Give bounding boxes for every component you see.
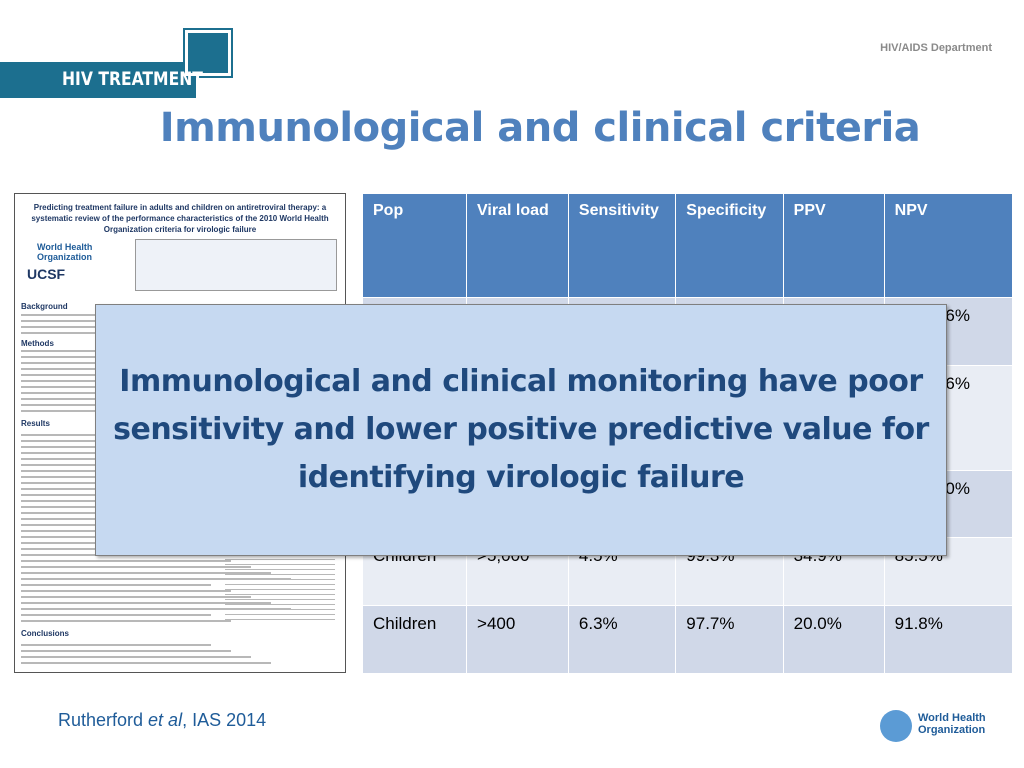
- poster-text-line: [21, 560, 231, 562]
- who-text: World Health Organization: [918, 712, 986, 736]
- header-cell: Viral load: [466, 193, 569, 298]
- poster-figure: [135, 239, 337, 291]
- poster-text-line: [225, 579, 335, 580]
- brand-icon: [185, 30, 231, 76]
- header-cell: Specificity: [675, 193, 784, 298]
- citation-etal: et al: [148, 710, 183, 730]
- poster-text-line: [225, 599, 335, 600]
- poster-title: Predicting treatment failure in adults a…: [31, 203, 329, 234]
- poster-heading: Methods: [21, 339, 54, 348]
- poster-text-line: [225, 619, 335, 620]
- header-cell: PPV: [782, 193, 885, 298]
- poster-text-line: [21, 596, 251, 598]
- brand-text: HIV TREATMENT: [62, 68, 203, 90]
- poster-text-line: [225, 564, 335, 565]
- poster-text-line: [225, 574, 335, 575]
- table-cell: 97.7%: [675, 605, 784, 674]
- poster-ucsf: UCSF: [27, 266, 66, 282]
- poster-text-line: [21, 662, 271, 664]
- table-cell: Children: [361, 605, 468, 674]
- table-header-row: Pop Viral load Sensitivity Specificity PPV NP…: [361, 193, 1014, 298]
- poster-text-line: [225, 604, 335, 605]
- poster-text-line: [21, 590, 231, 592]
- poster-heading: Conclusions: [21, 629, 70, 638]
- poster-text-line: [21, 614, 211, 616]
- table-cell: 20.0%: [782, 605, 885, 674]
- poster-text-line: [21, 578, 291, 580]
- brand-banner: [0, 62, 196, 98]
- slide-title: Immunological and clinical criteria: [159, 105, 921, 151]
- header-cell: Pop: [361, 193, 468, 298]
- who-logo: [880, 710, 912, 742]
- citation: Rutherford et al, IAS 2014: [58, 710, 266, 731]
- poster-text-line: [225, 589, 335, 590]
- poster-text-line: [21, 584, 211, 586]
- table-row: Children >400 6.3% 97.7% 20.0% 91.8%: [361, 605, 1014, 674]
- table-cell: 91.8%: [883, 605, 1014, 674]
- poster-text-line: [225, 609, 335, 610]
- poster-heading: Background: [21, 302, 68, 311]
- poster-text-line: [21, 572, 271, 574]
- header-cell: Sensitivity: [567, 193, 677, 298]
- poster-text-line: [21, 602, 271, 604]
- poster-text-line: [21, 608, 291, 610]
- poster-heading: Results: [21, 419, 50, 428]
- poster-org: World Health Organization: [37, 242, 93, 262]
- poster-text-line: [225, 569, 335, 570]
- callout-box: Immunological and clinical monitoring ha…: [95, 304, 947, 556]
- table-cell: >400: [466, 605, 569, 674]
- table-cell: 6.3%: [567, 605, 677, 674]
- citation-venue: , IAS 2014: [182, 710, 267, 730]
- callout-text: Immunological and clinical monitoring ha…: [113, 364, 929, 495]
- poster-text-line: [225, 594, 335, 595]
- poster-text-line: [21, 656, 251, 658]
- department: HIV/AIDS Department: [880, 42, 992, 54]
- poster-text-line: [21, 650, 231, 652]
- poster-text-line: [21, 566, 251, 568]
- poster-text-line: [21, 620, 231, 622]
- poster-text-line: [225, 584, 335, 585]
- poster-text-line: [21, 644, 211, 646]
- poster-text-line: [225, 614, 335, 615]
- citation-author: Rutherford: [58, 710, 149, 730]
- poster-text-line: [225, 559, 335, 560]
- header-cell: NPV: [883, 193, 1014, 298]
